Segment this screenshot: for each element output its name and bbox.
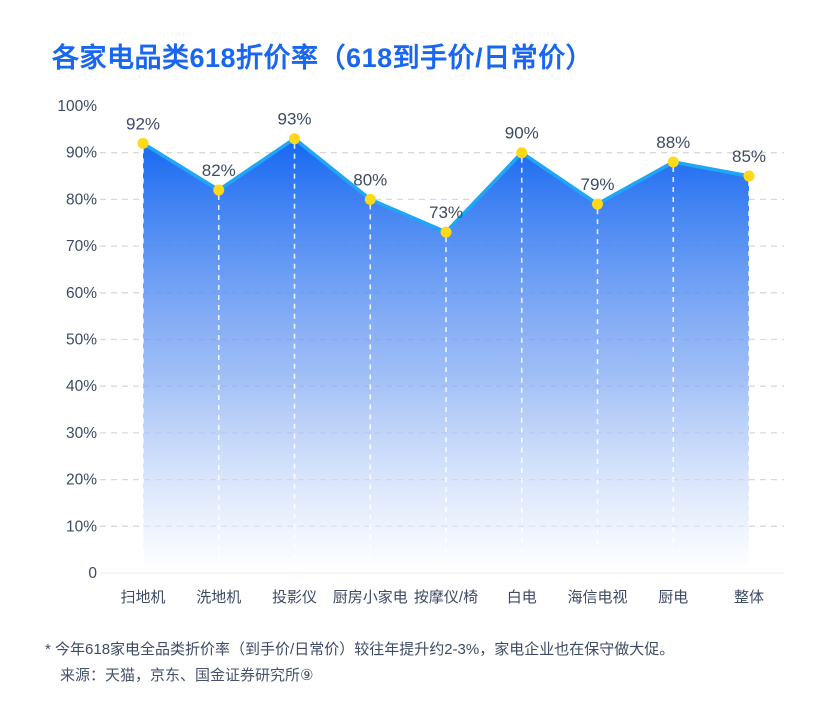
footnote-text: * 今年618家电全品类折价率（到手价/日常价）较往年提升约2-3%，家电企业也… — [45, 641, 675, 658]
y-axis-tick-label: 20% — [66, 472, 97, 489]
data-point-label: 79% — [580, 175, 614, 194]
data-point-dot — [743, 170, 755, 182]
x-axis-category-label: 按摩仪/椅 — [414, 588, 478, 606]
y-axis-tick-label: 90% — [66, 145, 97, 162]
y-axis-tick-label: 60% — [66, 285, 97, 302]
x-axis-category-label: 整体 — [734, 589, 764, 606]
y-axis-tick-label: 100% — [57, 98, 97, 115]
x-axis-category-label: 白电 — [507, 589, 537, 606]
data-point-label: 88% — [656, 133, 690, 152]
data-point-dot — [516, 147, 528, 159]
x-axis-category-label: 厨房小家电 — [333, 589, 408, 606]
data-point-dot — [289, 133, 300, 145]
y-axis-tick-label: 70% — [66, 238, 97, 255]
data-point-label: 92% — [126, 114, 160, 133]
data-point-dot — [440, 226, 452, 238]
y-axis-tick-label: 40% — [66, 378, 97, 395]
data-point-dot — [364, 193, 376, 205]
data-point-dot — [667, 156, 679, 168]
y-axis-tick-label: 30% — [66, 425, 97, 442]
x-axis-category-label: 海信电视 — [567, 589, 627, 606]
data-point-label: 80% — [353, 170, 387, 189]
source-text: 来源：天猫，京东、国金证券研究所⑨ — [60, 667, 314, 684]
chart-title: 各家电品类618折价率（618到手价/日常价） — [52, 43, 594, 73]
y-axis-tick-label: 10% — [66, 518, 97, 535]
x-axis-category-label: 洗地机 — [196, 589, 241, 606]
y-axis-tick-label: 50% — [66, 332, 97, 349]
data-point-label: 90% — [505, 124, 539, 143]
x-axis-category-label: 厨电 — [658, 589, 688, 606]
y-axis-tick-label: 0 — [88, 565, 97, 582]
x-axis-category-label: 投影仪 — [272, 589, 317, 606]
data-point-dot — [213, 184, 225, 196]
data-point-label: 82% — [202, 161, 236, 180]
x-axis-category-label: 扫地机 — [120, 589, 165, 606]
data-point-label: 85% — [732, 147, 766, 166]
data-point-label: 73% — [429, 203, 463, 222]
y-axis-tick-label: 80% — [66, 191, 97, 208]
data-point-dot — [592, 198, 603, 210]
data-point-label: 93% — [277, 110, 311, 129]
data-point-dot — [137, 137, 149, 149]
